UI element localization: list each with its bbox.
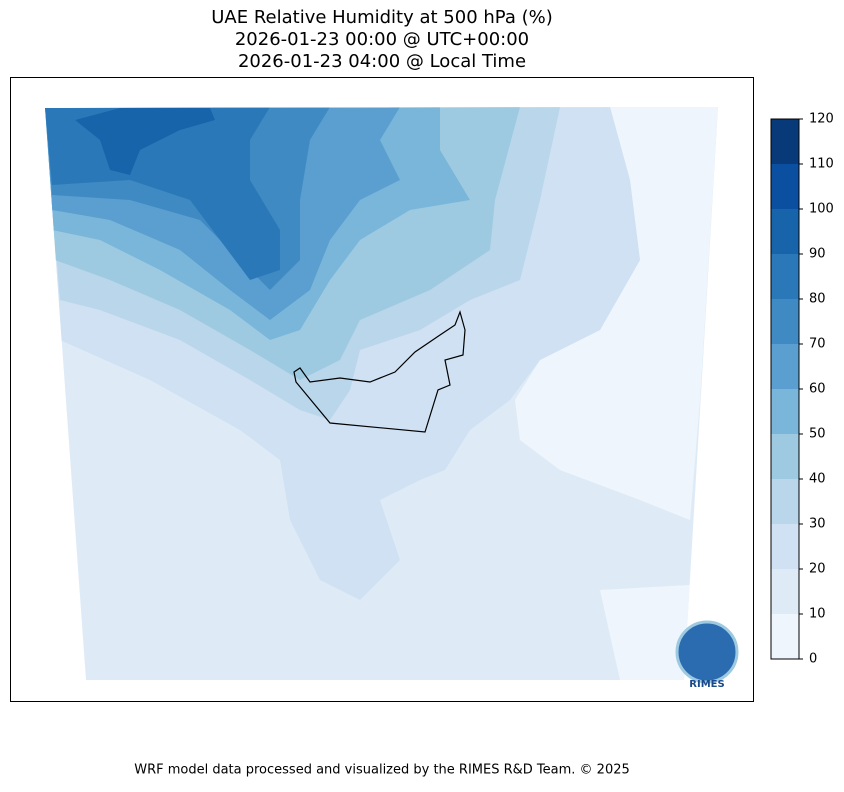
logo-text: RIMES <box>689 679 724 690</box>
colorbar-tick-label: 60 <box>809 382 826 397</box>
contour <box>75 108 215 175</box>
colorbar-tick-label: 40 <box>809 472 826 487</box>
colorbar-bin <box>771 119 799 164</box>
colorbar-bin <box>771 164 799 209</box>
colorbar-tick-label: 70 <box>809 337 826 352</box>
colorbar-bin <box>771 254 799 299</box>
title-line: 2026-01-23 00:00 @ UTC+00:00 <box>235 29 529 50</box>
colorbar-tick-label: 30 <box>809 517 826 532</box>
logo-emblem <box>675 620 739 684</box>
contour <box>515 107 718 680</box>
colorbar-bin <box>771 479 799 524</box>
logo: RIMES <box>675 620 739 690</box>
colorbar-tick-label: 0 <box>809 652 817 667</box>
colorbar-bin <box>771 299 799 344</box>
humidity-field <box>45 107 718 680</box>
colorbar-tick-label: 110 <box>809 157 834 172</box>
colorbar-tick-label: 50 <box>809 427 826 442</box>
colorbar-tick-label: 90 <box>809 247 826 262</box>
colorbar-tick-label: 10 <box>809 607 826 622</box>
colorbar-tick-label: 120 <box>809 112 834 127</box>
colorbar-bin <box>771 524 799 569</box>
colorbar-bin <box>771 344 799 389</box>
colorbar: 0 10 20 30 40 50 60 70 80 90 100 110 120 <box>770 112 834 667</box>
title-line: UAE Relative Humidity at 500 hPa (%) <box>211 7 552 28</box>
colorbar-tick-label: 20 <box>809 562 826 577</box>
colorbar-bin <box>771 614 799 659</box>
uae-border <box>293 310 466 433</box>
colorbar-tick-label: 80 <box>809 292 826 307</box>
colorbar-bin <box>771 389 799 434</box>
colorbar-bin <box>771 434 799 479</box>
footer: WRF model data processed and visualized … <box>134 763 630 778</box>
colorbar-bin <box>771 569 799 614</box>
colorbar-tick-label: 100 <box>809 202 834 217</box>
title-line: 2026-01-23 04:00 @ Local Time <box>238 51 526 72</box>
colorbar-bin <box>771 209 799 254</box>
